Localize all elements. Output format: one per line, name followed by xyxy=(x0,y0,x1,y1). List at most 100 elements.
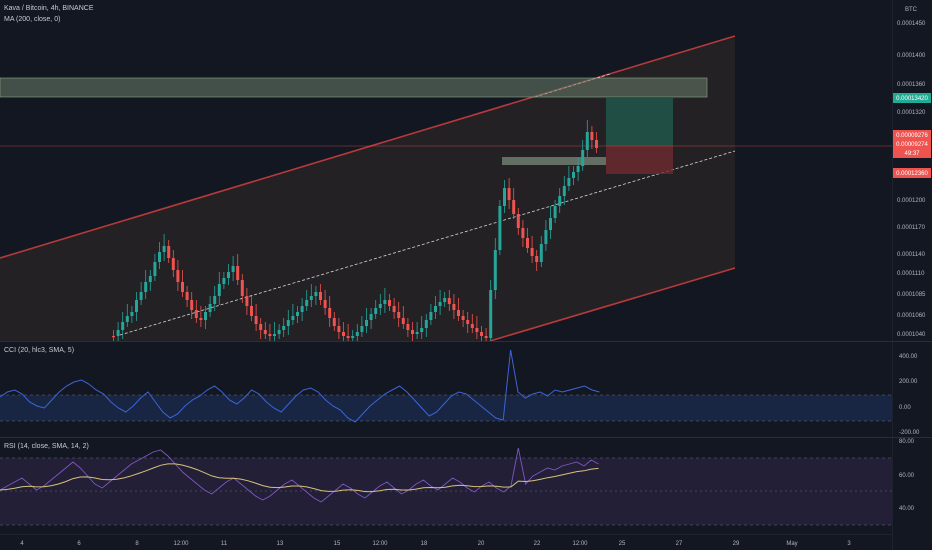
resistance-zone[interactable] xyxy=(0,77,708,98)
candle-body xyxy=(424,320,428,328)
cci-legend: CCI (20, hlc3, SMA, 5) xyxy=(4,347,75,354)
time-tick-label: 22 xyxy=(534,541,541,547)
candle-body xyxy=(411,330,414,334)
time-tick-label: 20 xyxy=(478,541,485,547)
candle-body xyxy=(135,300,138,312)
candle-body xyxy=(512,200,516,214)
candle-body xyxy=(397,312,401,318)
candle-body xyxy=(204,312,207,320)
candle-body xyxy=(342,332,345,336)
time-tick-label: 8 xyxy=(135,541,139,547)
position-profit-zone[interactable] xyxy=(606,97,673,146)
candlestick-series[interactable] xyxy=(112,120,598,341)
time-tick-label: 12:00 xyxy=(173,541,189,547)
candle-body xyxy=(263,330,267,334)
candle-body xyxy=(296,312,299,316)
countdown-label: 49:37 xyxy=(904,151,920,157)
currency-label: BTC xyxy=(905,7,918,13)
time-tick-label: 6 xyxy=(77,541,81,547)
candle-body xyxy=(581,150,585,166)
candle-body xyxy=(254,316,258,324)
pane-separator-cci[interactable] xyxy=(0,341,932,342)
candle-body xyxy=(139,292,143,300)
price-tick-label: 0.0001040 xyxy=(897,332,926,338)
candle-body xyxy=(355,332,359,336)
candle-body xyxy=(480,332,483,336)
candle-body xyxy=(112,336,115,338)
candle-body xyxy=(181,282,184,292)
target-price-tag xyxy=(893,93,931,103)
position-loss-zone[interactable] xyxy=(606,146,673,174)
time-tick-label: 12:00 xyxy=(372,541,388,547)
candle-body xyxy=(190,300,194,310)
candle-body xyxy=(590,132,594,140)
candle-body xyxy=(217,284,221,296)
support-zone[interactable] xyxy=(502,157,606,165)
candle-body xyxy=(300,306,304,312)
candle-body xyxy=(438,302,442,306)
time-tick-label: 29 xyxy=(733,541,740,547)
candle-body xyxy=(530,248,534,256)
time-axis[interactable]: 4 6 8 12:00 11 13 15 12:00 18 20 22 12:00 25 27 29 May 3 xyxy=(0,534,892,550)
candle-body xyxy=(227,272,230,278)
candle-body xyxy=(544,230,548,244)
price-tick-label: 0.0001450 xyxy=(897,21,926,27)
channel-upper-line[interactable] xyxy=(0,35,736,259)
price-tick-label: 0.0001320 xyxy=(897,110,926,116)
cci-band xyxy=(0,395,892,421)
candle-body xyxy=(328,308,332,318)
candle-body xyxy=(401,318,405,324)
candle-body xyxy=(250,306,253,316)
candle-body xyxy=(277,330,281,334)
channel-lower-line[interactable] xyxy=(489,267,736,341)
candle-body xyxy=(572,172,575,178)
candle-body xyxy=(144,282,148,292)
candle-body xyxy=(245,296,249,306)
stop-price-tag xyxy=(893,168,931,178)
rsi-pane[interactable] xyxy=(0,438,892,534)
candle-body xyxy=(378,304,382,308)
candle-body xyxy=(489,290,493,338)
candle-body xyxy=(346,336,350,338)
candle-body xyxy=(388,300,391,306)
time-tick-label: 4 xyxy=(20,541,24,547)
price-tick-label: 0.0001085 xyxy=(897,292,926,298)
candle-body xyxy=(121,322,125,330)
candle-body xyxy=(452,304,456,310)
price-tick-label: 0.0001140 xyxy=(897,252,926,258)
candle-body xyxy=(153,262,157,276)
cci-tick-label: 400.00 xyxy=(899,354,918,360)
cci-tick-label: -200.00 xyxy=(899,430,920,436)
candle-body xyxy=(268,334,272,336)
candle-body xyxy=(208,304,212,312)
candle-body xyxy=(167,246,171,258)
candle-body xyxy=(199,318,203,320)
last-price-tag xyxy=(893,130,931,158)
rsi-band xyxy=(0,458,892,525)
price-chart-pane[interactable] xyxy=(0,0,892,341)
candle-body xyxy=(323,300,327,308)
last-high-label: 0.00009276 xyxy=(896,133,928,139)
candle-body xyxy=(585,132,589,150)
candle-body xyxy=(236,266,240,280)
pane-separator-rsi[interactable] xyxy=(0,437,932,438)
candle-body xyxy=(595,140,598,148)
price-tick-label: 0.0001110 xyxy=(897,271,925,277)
price-axis[interactable]: BTC 0.0001450 0.0001400 0.0001360 0.0001320… xyxy=(892,0,932,550)
candle-body xyxy=(351,336,355,338)
candle-body xyxy=(240,280,244,296)
candle-body xyxy=(116,330,120,336)
candle-body xyxy=(314,292,318,296)
candle-body xyxy=(374,308,378,314)
channel-mid-line[interactable] xyxy=(119,150,736,336)
time-tick-label: 15 xyxy=(334,541,341,547)
candle-body xyxy=(176,270,180,282)
cci-pane[interactable] xyxy=(0,342,892,437)
candle-body xyxy=(475,328,479,332)
candle-body xyxy=(194,310,198,318)
candle-body xyxy=(282,326,286,330)
price-tick-label: 0.0001170 xyxy=(897,225,926,231)
candle-body xyxy=(429,312,433,320)
time-tick-label: 11 xyxy=(221,541,228,547)
candle-body xyxy=(162,246,166,252)
